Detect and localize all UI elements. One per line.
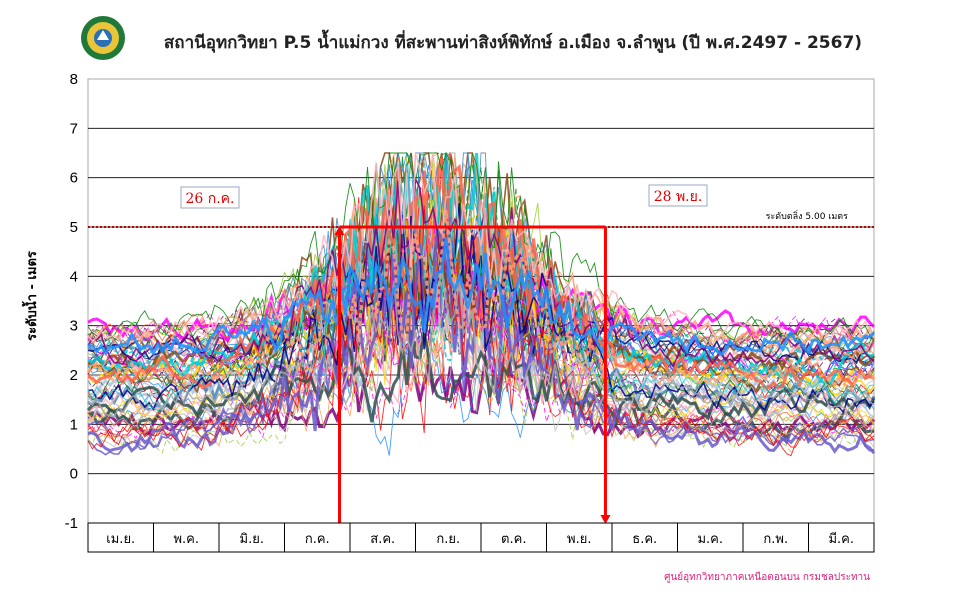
month-cell xyxy=(546,522,613,553)
month-label: ส.ค. xyxy=(370,532,395,547)
period-label-box xyxy=(180,186,240,209)
critical-level-label: ระดับตลิ่ง 5.00 เมตร xyxy=(766,209,849,222)
y-tick-label: 5 xyxy=(70,219,78,236)
month-label: ก.ค. xyxy=(305,532,330,547)
series-lines xyxy=(86,151,876,457)
month-label: มิ.ย. xyxy=(240,532,264,547)
series-line xyxy=(87,172,875,412)
credit-text: ศูนย์อุทกวิทยาภาคเหนือตอนบน กรมชลประทาน xyxy=(664,571,870,583)
y-tick-label: -1 xyxy=(65,515,78,532)
y-tick-label: 6 xyxy=(70,170,78,187)
y-tick-labels: -1 0 1 2 3 4 5 6 7 8 xyxy=(65,71,78,532)
series-line xyxy=(87,208,875,351)
series-line xyxy=(87,233,875,392)
series-line xyxy=(87,221,876,455)
month-cell xyxy=(349,522,416,553)
end-arrow xyxy=(600,515,611,524)
period-label: 26 ก.ค. xyxy=(185,191,234,207)
month-label: ก.ย. xyxy=(436,532,460,547)
month-cell xyxy=(87,522,154,553)
series-line xyxy=(86,209,876,393)
series-line xyxy=(87,203,875,414)
y-tick-label: 1 xyxy=(70,416,78,433)
series-line xyxy=(87,320,875,423)
y-tick-label: 2 xyxy=(70,367,78,384)
period-label: 28 พ.ย. xyxy=(654,189,703,205)
series-line xyxy=(86,330,876,428)
month-axis: เม.ย. พ.ค. มิ.ย. ก.ค. ส.ค. ก.ย. ต.ค. พ.ย. ธ.ค. ม.… xyxy=(87,522,875,553)
series-line xyxy=(87,237,876,357)
month-label: ก.พ. xyxy=(763,532,788,547)
month-label: พ.ย. xyxy=(567,532,591,547)
department-logo xyxy=(81,16,125,60)
period-markers: 26 ก.ค. 28 พ.ย. xyxy=(180,184,708,524)
y-tick-label: 7 xyxy=(70,120,78,137)
series-line xyxy=(87,152,875,343)
y-axis-label: ระดับน้ำ - เมตร xyxy=(21,251,40,341)
series-line xyxy=(87,152,875,395)
month-label: มี.ค. xyxy=(828,531,854,547)
month-cell xyxy=(742,522,809,553)
month-cell xyxy=(480,522,547,553)
y-tick-label: 3 xyxy=(70,318,78,335)
series-line xyxy=(87,273,875,418)
month-cell xyxy=(284,522,351,553)
month-label: ธ.ค. xyxy=(632,532,657,547)
period-label-box xyxy=(648,184,708,207)
month-cell xyxy=(153,522,220,553)
month-label: เม.ย. xyxy=(106,532,135,547)
chart-title: สถานีอุทกวิทยา P.5 น้ำแม่กวง ที่สะพานท่า… xyxy=(164,29,862,54)
month-label: ต.ค. xyxy=(501,532,526,547)
series-line xyxy=(87,151,875,382)
series-line xyxy=(87,151,875,344)
month-label: ม.ค. xyxy=(697,532,723,547)
month-label: พ.ค. xyxy=(173,532,199,547)
month-cell xyxy=(611,522,678,553)
month-cell xyxy=(677,522,744,553)
y-tick-label: 8 xyxy=(70,71,78,88)
y-tick-label: 0 xyxy=(70,466,78,483)
y-tick-label: 4 xyxy=(70,268,78,285)
month-cell xyxy=(808,522,875,553)
month-cell xyxy=(415,522,482,553)
month-cell xyxy=(218,522,285,553)
start-arrow xyxy=(334,226,345,235)
